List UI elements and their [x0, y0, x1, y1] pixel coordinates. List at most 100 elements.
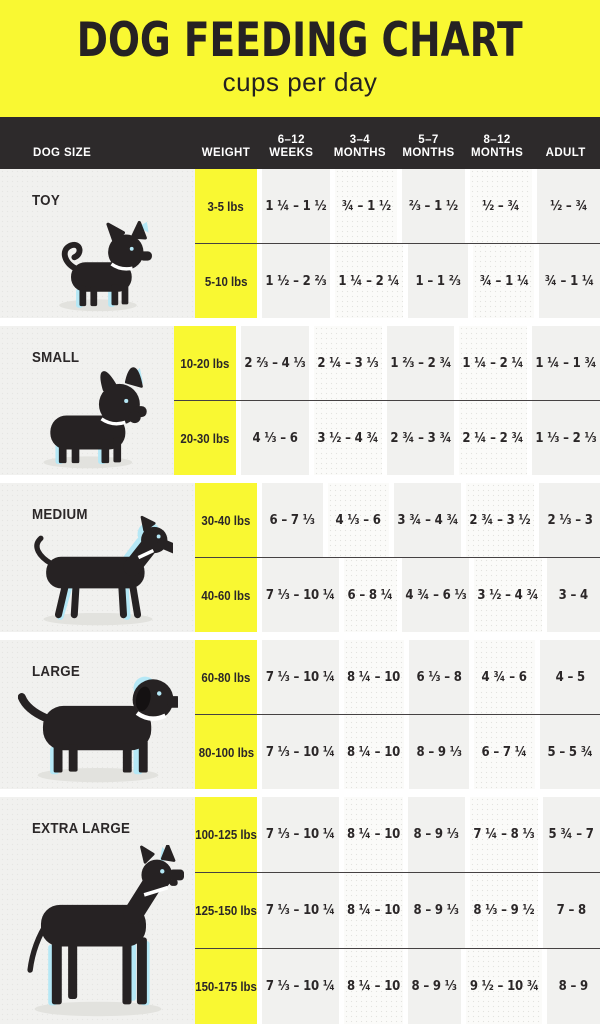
toy-dog-icon — [58, 220, 152, 312]
feeding-range-cell: 7 ¼ – 8 ⅓ — [464, 797, 538, 872]
size-label: LARGE — [32, 664, 81, 680]
size-label: TOY — [32, 193, 61, 209]
medium-rows: 30-40 lbs 6 – 7 ⅓ 4 ⅓ – 6 3 ¾ – 4 ¾ 2 ¾ … — [195, 483, 600, 632]
feeding-range-cell: 4 – 5 — [534, 640, 600, 714]
table-header-row: DOG SIZE WEIGHT 6–12 WEEKS 3–4 MONTHS 5–7 M… — [0, 117, 600, 169]
toy-rows: 3-5 lbs 1 ¼ – 1 ½ ¾ – 1 ½ ⅔ – 1 ½ ½ – ¾ … — [195, 169, 600, 318]
table-row: 20-30 lbs 4 ⅓ – 6 3 ½ – 4 ¾ 2 ¾ – 3 ¾ 2 … — [173, 400, 600, 475]
feeding-range-cell: 7 ⅓ – 10 ¼ — [257, 715, 339, 789]
feeding-range-cell: 2 ⅔ – 4 ⅓ — [235, 326, 309, 400]
extra-large-dog-icon — [26, 845, 184, 1017]
dog-size-cell-large: LARGE — [0, 640, 195, 789]
size-group-extra-large: EXTRA LARGE — [0, 797, 600, 1024]
column-header-weight: WEIGHT — [201, 146, 251, 159]
feeding-range-cell: 7 ⅓ – 10 ¼ — [257, 558, 339, 632]
feeding-range-cell: 3 – 4 — [542, 558, 600, 632]
feeding-range-cell: ¾ – 1 ¼ — [468, 244, 535, 318]
feeding-range-cell: 6 – 7 ¼ — [469, 715, 535, 789]
table-row: 150-175 lbs 7 ⅓ – 10 ¼ 8 ¼ – 10 8 – 9 ⅓ … — [195, 948, 600, 1024]
feeding-range-cell: ¾ – 1 ¼ — [534, 244, 600, 318]
feeding-range-cell: ½ – ¾ — [532, 169, 600, 243]
feeding-range-cell: 8 – 9 ⅓ — [402, 873, 465, 948]
weight-cell: 20-30 lbs — [173, 401, 236, 475]
large-dog-icon — [17, 676, 178, 783]
small-rows: 10-20 lbs 2 ⅔ – 4 ⅓ 2 ¼ – 3 ⅓ 1 ⅔ – 2 ¾ … — [173, 326, 600, 475]
feeding-range-cell: 1 ¼ – 1 ½ — [257, 169, 330, 243]
dog-size-cell-medium: MEDIUM — [0, 483, 195, 632]
column-header-8-12-months: 8–12 MONTHS — [470, 133, 524, 159]
feeding-range-cell: 4 ⅓ – 6 — [322, 483, 389, 557]
feeding-range-cell: 8 ¼ – 10 — [338, 640, 404, 714]
size-group-large: LARGE 60-80 lbs 7 — [0, 640, 600, 789]
feeding-range-cell: 2 ¼ – 2 ¾ — [454, 401, 528, 475]
feeding-range-cell: 6 – 7 ⅓ — [257, 483, 323, 557]
feeding-range-cell: 1 ⅓ – 2 ⅓ — [527, 401, 600, 475]
feeding-range-cell: 7 – 8 — [537, 873, 600, 948]
feeding-range-cell: 8 ¼ – 10 — [338, 715, 404, 789]
size-label: EXTRA LARGE — [32, 821, 131, 837]
feeding-range-cell: 7 ⅓ – 10 ¼ — [257, 873, 339, 948]
large-rows: 60-80 lbs 7 ⅓ – 10 ¼ 8 ¼ – 10 6 ⅓ – 8 4 … — [195, 640, 600, 789]
size-label: MEDIUM — [32, 507, 88, 523]
weight-cell: 150-175 lbs — [195, 949, 257, 1024]
column-header-3-4-months: 3–4 MONTHS — [333, 133, 386, 159]
weight-cell: 3-5 lbs — [195, 169, 257, 243]
feeding-range-cell: 2 ¾ – 3 ¾ — [381, 401, 455, 475]
chart-header: DOG FEEDING CHART cups per day — [0, 0, 600, 117]
column-header-5-7-months: 5–7 MONTHS — [402, 133, 455, 159]
weight-cell: 80-100 lbs — [195, 715, 257, 789]
dog-size-cell-extra-large: EXTRA LARGE — [0, 797, 195, 1024]
table-row: 40-60 lbs 7 ⅓ – 10 ¼ 6 – 8 ¼ 4 ¾ – 6 ⅓ 3… — [195, 557, 600, 632]
feeding-range-cell: 2 ⅓ – 3 — [534, 483, 600, 557]
feeding-range-cell: 7 ⅓ – 10 ¼ — [257, 949, 339, 1024]
small-dog-icon — [43, 367, 147, 469]
weight-cell: 30-40 lbs — [195, 483, 257, 557]
column-header-dog-size: DOG SIZE — [33, 146, 92, 159]
feeding-range-cell: 1 ¼ – 2 ¼ — [329, 244, 403, 318]
weight-cell: 100-125 lbs — [195, 797, 257, 872]
feeding-range-cell: ½ – ¾ — [464, 169, 533, 243]
table-row: 125-150 lbs 7 ⅓ – 10 ¼ 8 ¼ – 10 8 – 9 ⅓ … — [195, 872, 600, 948]
size-group-small: SMALL 10-20 lbs — [0, 326, 600, 475]
feeding-range-cell: 2 ¼ – 3 ⅓ — [308, 326, 382, 400]
feeding-range-cell: ¾ – 1 ½ — [329, 169, 398, 243]
feeding-range-cell: 1 ½ – 2 ⅔ — [257, 244, 330, 318]
weight-cell: 10-20 lbs — [173, 326, 236, 400]
feeding-range-cell: 3 ½ – 4 ¾ — [308, 401, 382, 475]
feeding-range-cell: 4 ⅓ – 6 — [235, 401, 309, 475]
feeding-range-cell: 8 ⅓ – 9 ½ — [464, 873, 538, 948]
feeding-range-cell: 9 ½ – 10 ¾ — [460, 949, 543, 1024]
table-row: 100-125 lbs 7 ⅓ – 10 ¼ 8 ¼ – 10 8 – 9 ⅓ … — [195, 797, 600, 872]
feeding-range-cell: 7 ⅓ – 10 ¼ — [257, 640, 339, 714]
weight-cell: 40-60 lbs — [195, 558, 257, 632]
dog-size-cell-small: SMALL — [0, 326, 174, 475]
weight-cell: 60-80 lbs — [195, 640, 257, 714]
feeding-range-cell: 1 ¼ – 2 ¼ — [454, 326, 528, 400]
feeding-range-cell: 3 ¾ – 4 ¾ — [388, 483, 462, 557]
table-row: 5-10 lbs 1 ½ – 2 ⅔ 1 ¼ – 2 ¼ 1 – 1 ⅔ ¾ –… — [195, 243, 600, 318]
feeding-range-cell: 4 ¾ – 6 — [469, 640, 535, 714]
extra-large-rows: 100-125 lbs 7 ⅓ – 10 ¼ 8 ¼ – 10 8 – 9 ⅓ … — [195, 797, 600, 1024]
table-row: 10-20 lbs 2 ⅔ – 4 ⅓ 2 ¼ – 3 ⅓ 1 ⅔ – 2 ¾ … — [173, 326, 600, 400]
feeding-range-cell: 7 ⅓ – 10 ¼ — [257, 797, 339, 872]
table-row: 3-5 lbs 1 ¼ – 1 ½ ¾ – 1 ½ ⅔ – 1 ½ ½ – ¾ … — [195, 169, 600, 243]
feeding-range-cell: 6 – 8 ¼ — [338, 558, 397, 632]
feeding-range-cell: 8 – 9 — [542, 949, 600, 1024]
feeding-range-cell: 6 ⅓ – 8 — [404, 640, 470, 714]
feeding-range-cell: 5 – 5 ¾ — [534, 715, 600, 789]
feeding-range-cell: 8 – 9 ⅓ — [404, 715, 470, 789]
page-title: DOG FEEDING CHART — [77, 13, 523, 68]
medium-dog-icon — [33, 515, 173, 626]
feeding-range-cell: 1 ⅔ – 2 ¾ — [381, 326, 455, 400]
dog-size-cell-toy: TOY — [0, 169, 195, 318]
table-row: 80-100 lbs 7 ⅓ – 10 ¼ 8 ¼ – 10 8 – 9 ⅓ 6… — [195, 714, 600, 789]
weight-cell: 5-10 lbs — [195, 244, 257, 318]
feeding-range-cell: 4 ¾ – 6 ⅓ — [396, 558, 470, 632]
feeding-range-cell: 2 ¾ – 3 ½ — [461, 483, 535, 557]
weight-cell: 125-150 lbs — [195, 873, 257, 948]
feeding-range-cell: ⅔ – 1 ½ — [397, 169, 465, 243]
feeding-range-cell: 3 ½ – 4 ¾ — [469, 558, 543, 632]
feeding-range-cell: 8 ¼ – 10 — [338, 949, 403, 1024]
feeding-range-cell: 8 ¼ – 10 — [338, 873, 403, 948]
feeding-range-cell: 8 – 9 ⅓ — [402, 797, 465, 872]
